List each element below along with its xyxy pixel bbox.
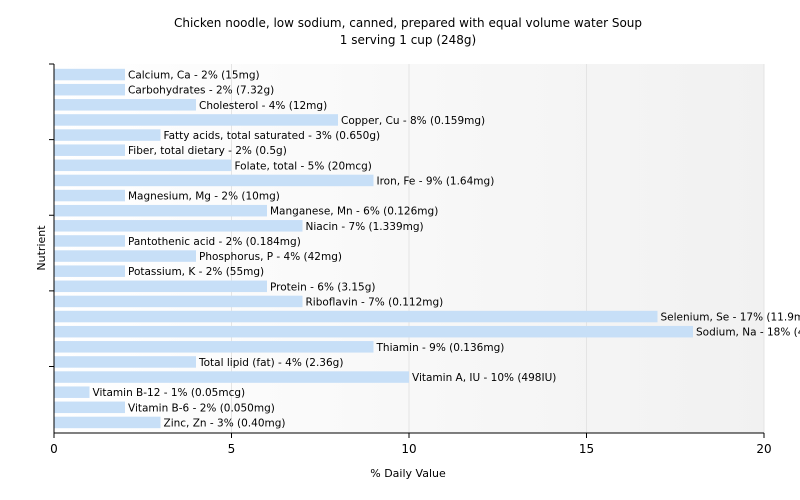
- bar-label: Fiber, total dietary - 2% (0.5g): [128, 145, 287, 157]
- axes: 0 5 10 15 20: [49, 63, 772, 456]
- bar-label: Vitamin B-6 - 2% (0.050mg): [128, 402, 275, 414]
- bar: [54, 159, 232, 172]
- bar: [54, 280, 267, 293]
- bar: [54, 295, 303, 308]
- bar: [54, 310, 658, 323]
- bar-label: Protein - 6% (3.15g): [270, 281, 376, 293]
- chart-title: Chicken noodle, low sodium, canned, prep…: [174, 16, 642, 30]
- bar-label: Vitamin A, IU - 10% (498IU): [412, 372, 556, 384]
- bar-label: Vitamin B-12 - 1% (0.05mcg): [93, 387, 246, 399]
- bars: [54, 68, 693, 429]
- bar: [54, 174, 374, 187]
- bar: [54, 189, 125, 202]
- bar-label: Carbohydrates - 2% (7.32g): [128, 85, 274, 97]
- bar: [54, 341, 374, 353]
- bar-label: Potassium, K - 2% (55mg): [128, 266, 264, 278]
- bar: [54, 144, 125, 156]
- x-axis-title: % Daily Value: [370, 467, 446, 480]
- bar-labels: Calcium, Ca - 2% (15mg) Carbohydrates - 2…: [93, 70, 800, 430]
- bar: [54, 356, 196, 368]
- bar: [54, 371, 409, 383]
- bar-label: Phosphorus, P - 4% (42mg): [199, 251, 342, 263]
- bar-label: Pantothenic acid - 2% (0.184mg): [128, 236, 301, 248]
- x-tick-label: 20: [756, 442, 771, 456]
- bar-label: Zinc, Zn - 3% (0.40mg): [164, 417, 286, 429]
- bar: [54, 204, 267, 217]
- y-axis-title: Nutrient: [35, 225, 48, 271]
- bar-label: Sodium, Na - 18% (429mg): [696, 327, 800, 339]
- x-tick-label: 5: [228, 442, 236, 456]
- bar: [54, 99, 196, 111]
- bar-label: Magnesium, Mg - 2% (10mg): [128, 191, 280, 203]
- bar: [54, 325, 693, 338]
- bar: [54, 386, 90, 398]
- bar: [54, 114, 338, 126]
- bar: [54, 68, 125, 81]
- bar-label: Total lipid (fat) - 4% (2.36g): [198, 357, 343, 369]
- bar-label: Folate, total - 5% (20mcg): [235, 160, 372, 172]
- bar-label: Cholesterol - 4% (12mg): [199, 100, 327, 112]
- bar: [54, 416, 161, 429]
- bar: [54, 220, 303, 232]
- bar-label: Calcium, Ca - 2% (15mg): [128, 70, 260, 82]
- bar: [54, 235, 125, 247]
- bar: [54, 129, 161, 141]
- bar: [54, 401, 125, 414]
- bar-label: Copper, Cu - 8% (0.159mg): [341, 115, 485, 127]
- bar-label: Iron, Fe - 9% (1.64mg): [377, 175, 495, 187]
- x-tick-label: 15: [579, 442, 594, 456]
- bar: [54, 265, 125, 277]
- bar-label: Fatty acids, total saturated - 3% (0.650…: [164, 130, 381, 142]
- bar-label: Niacin - 7% (1.339mg): [306, 221, 424, 233]
- x-tick-label: 10: [401, 442, 416, 456]
- bar-label: Thiamin - 9% (0.136mg): [376, 342, 505, 354]
- bar-label: Selenium, Se - 17% (11.9mcg): [661, 312, 800, 324]
- bar-label: Riboflavin - 7% (0.112mg): [306, 296, 444, 308]
- bar: [54, 250, 196, 262]
- bar: [54, 83, 125, 96]
- chart-subtitle: 1 serving 1 cup (248g): [340, 33, 476, 47]
- x-tick-label: 0: [50, 442, 58, 456]
- bar-label: Manganese, Mn - 6% (0.126mg): [270, 206, 438, 218]
